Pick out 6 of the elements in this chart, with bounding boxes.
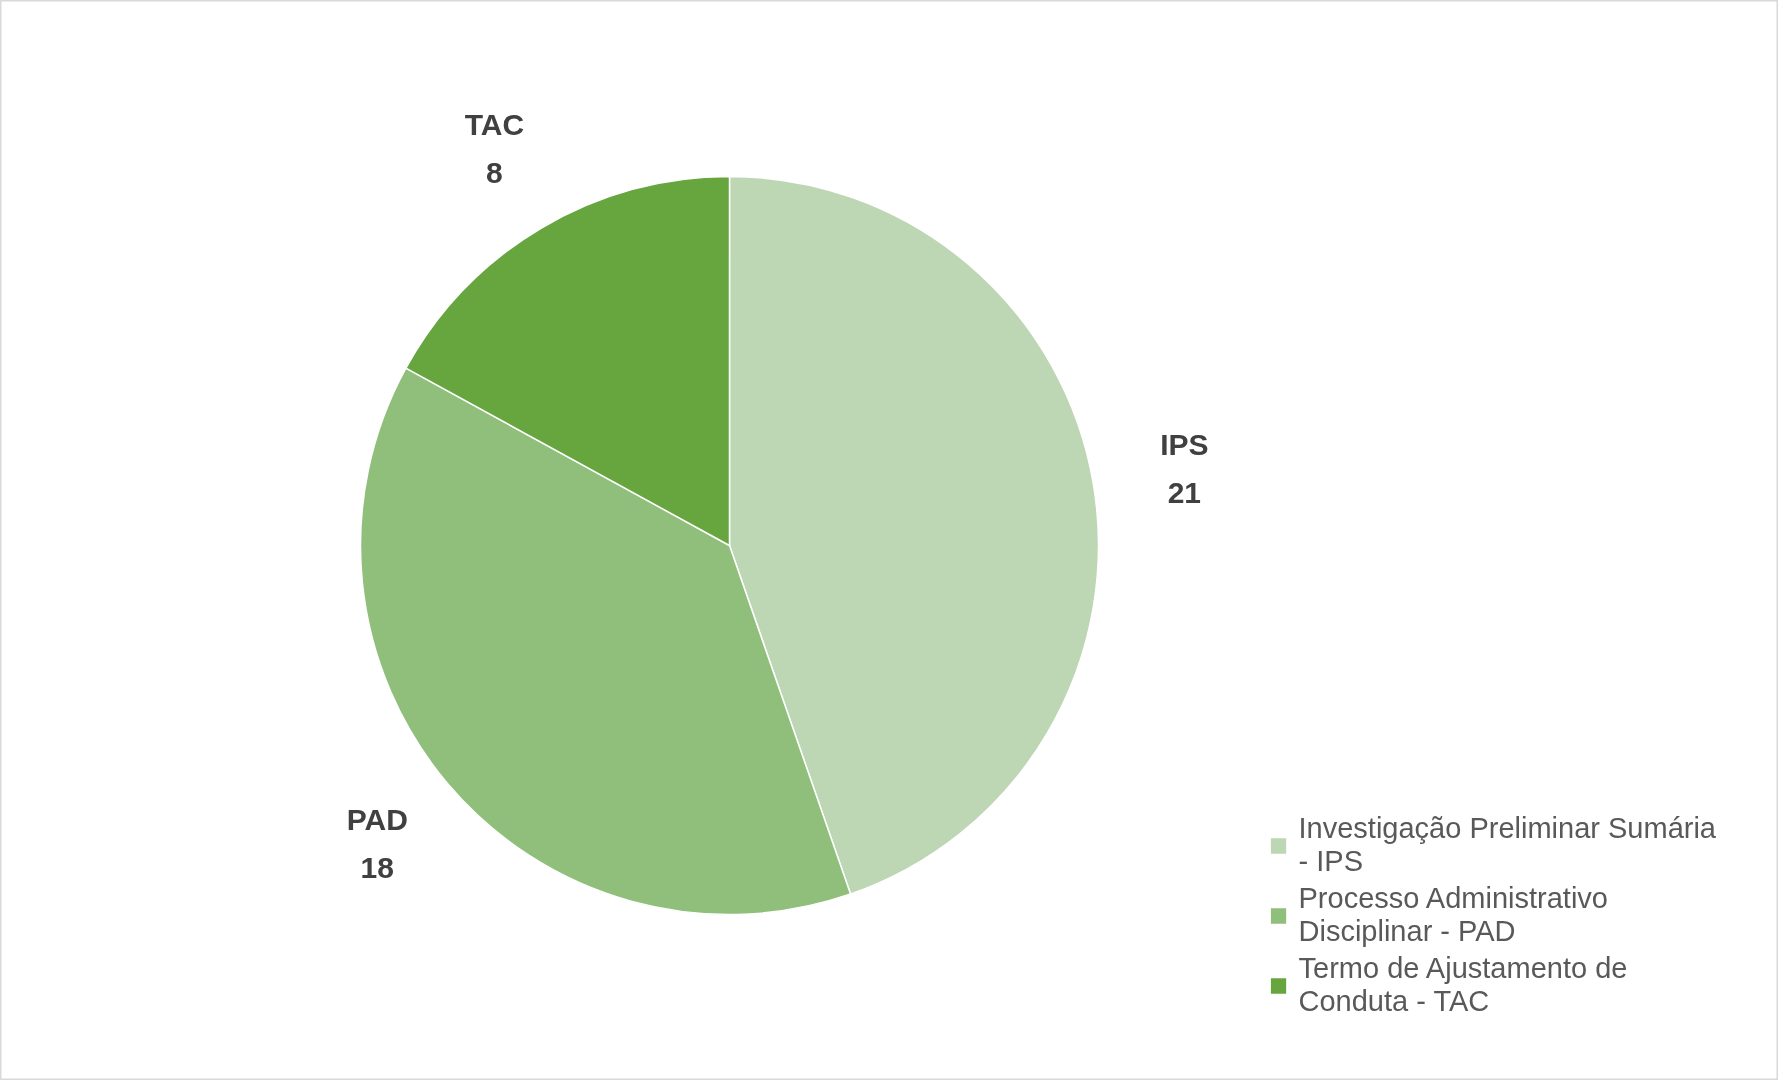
legend-label: Investigação Preliminar Sumária - IPS: [1298, 812, 1716, 878]
data-label: PAD 18: [346, 802, 408, 884]
legend-label: Processo Administrativo Disciplinar - PAD: [1298, 882, 1608, 948]
legend-label: Termo de Ajustamento de Conduta - TAC: [1298, 952, 1628, 1018]
data-label: IPS 21: [1160, 428, 1209, 510]
data-label: TAC 8: [464, 108, 525, 190]
